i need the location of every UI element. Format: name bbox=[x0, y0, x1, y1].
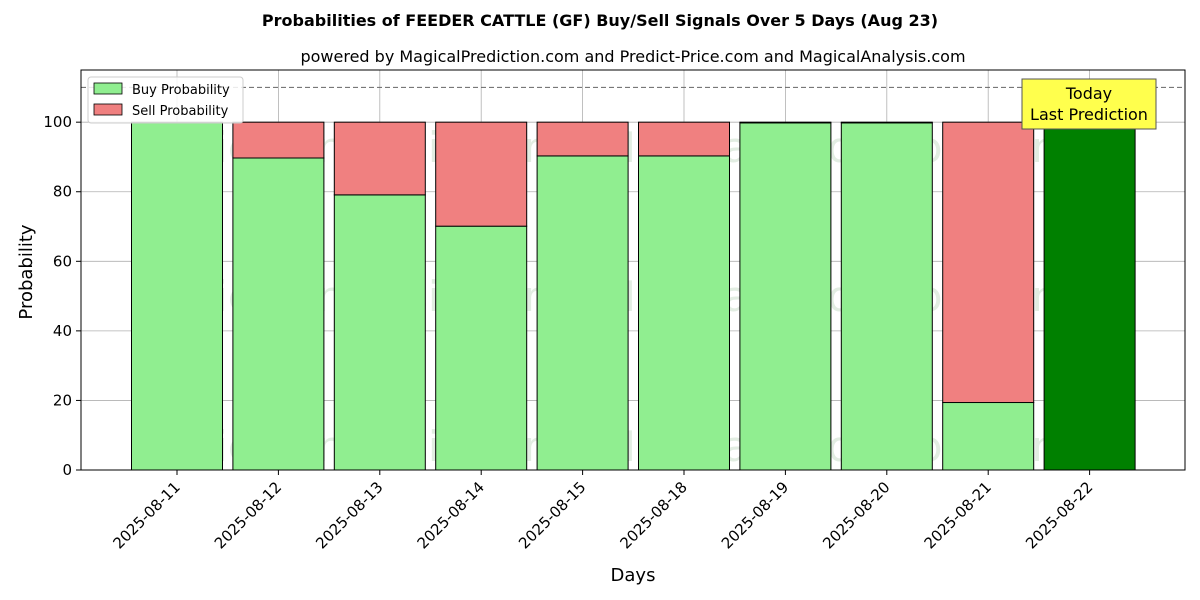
x-tick-label: 2025-08-18 bbox=[616, 478, 690, 552]
legend-box bbox=[87, 76, 244, 124]
y-tick-label: 40 bbox=[53, 322, 72, 340]
legend-sell-label: Sell Probability bbox=[132, 104, 229, 119]
today-annotation-line1: Today bbox=[1065, 84, 1112, 103]
x-tick-label: 2025-08-12 bbox=[211, 478, 285, 552]
buy-bar bbox=[536, 155, 629, 471]
buy-bar bbox=[131, 121, 223, 471]
y-tick-label: 80 bbox=[53, 183, 72, 201]
legend: Buy Probability Sell Probability bbox=[87, 76, 244, 124]
chart-title: Probabilities of FEEDER CATTLE (GF) Buy/… bbox=[262, 11, 938, 30]
x-tick-label: 2025-08-11 bbox=[109, 478, 183, 552]
x-tick-label: 2025-08-14 bbox=[414, 478, 488, 552]
x-tick-label: 2025-08-21 bbox=[921, 478, 995, 552]
plot-frame bbox=[80, 69, 1186, 471]
today-annotation-line2: Last Prediction bbox=[1030, 105, 1148, 124]
x-tick-label: 2025-08-15 bbox=[515, 478, 589, 552]
y-tick-label: 60 bbox=[53, 252, 72, 270]
sell-bar bbox=[739, 121, 832, 124]
sell-bar bbox=[840, 121, 933, 124]
buy-bar bbox=[435, 225, 528, 471]
legend-sell-swatch bbox=[93, 103, 123, 116]
x-tick-label: 2025-08-22 bbox=[1022, 478, 1096, 552]
x-tick-label: 2025-08-13 bbox=[312, 478, 386, 552]
sell-bar bbox=[232, 121, 325, 159]
buy-bar bbox=[638, 155, 730, 471]
x-axis-label: Days bbox=[611, 565, 656, 586]
legend-buy-swatch bbox=[93, 82, 123, 95]
buy-bar bbox=[232, 157, 325, 471]
sell-bar bbox=[536, 121, 629, 157]
sell-bar bbox=[435, 121, 528, 227]
sell-bar bbox=[333, 121, 426, 196]
sell-bar bbox=[638, 121, 730, 157]
legend-buy-label: Buy Probability bbox=[132, 83, 230, 98]
y-tick-label: 20 bbox=[53, 391, 72, 409]
y-tick-label: 0 bbox=[62, 461, 72, 479]
y-axis: 0 20 40 60 80 100 bbox=[43, 113, 81, 479]
y-tick-label: 100 bbox=[43, 113, 72, 131]
buy-bar bbox=[1043, 121, 1136, 471]
chart-subtitle: powered by MagicalPrediction.com and Pre… bbox=[300, 47, 965, 66]
x-axis: 2025-08-11 2025-08-12 2025-08-13 2025-08-14… bbox=[109, 470, 1096, 552]
bars bbox=[131, 121, 1136, 471]
x-tick-label: 2025-08-20 bbox=[819, 478, 893, 552]
buy-bar bbox=[333, 194, 426, 471]
buy-bar bbox=[739, 122, 832, 471]
today-annotation-box bbox=[1021, 78, 1157, 130]
sell-bar bbox=[942, 121, 1035, 404]
today-annotation: Today Last Prediction bbox=[1021, 78, 1157, 130]
buy-bar bbox=[942, 402, 1035, 471]
y-axis-label: Probability bbox=[16, 224, 37, 319]
buy-bar bbox=[840, 122, 933, 471]
x-tick-label: 2025-08-19 bbox=[718, 478, 792, 552]
